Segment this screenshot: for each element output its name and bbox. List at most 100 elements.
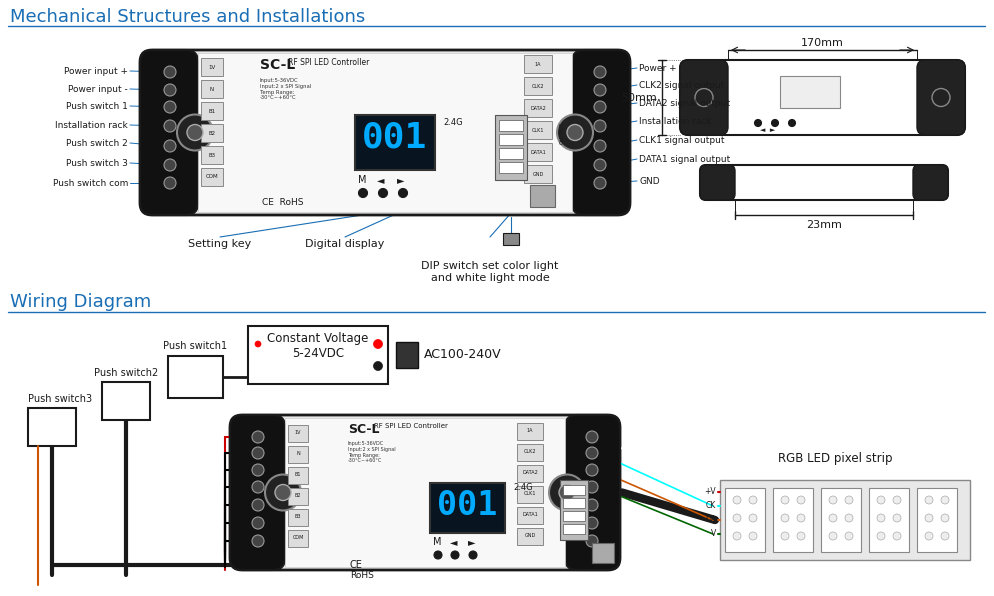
Circle shape [892,496,901,504]
Bar [868,488,909,552]
Text: 2.4G: 2.4G [513,483,532,492]
Circle shape [828,496,836,504]
Circle shape [748,496,756,504]
Circle shape [753,120,760,126]
Text: CLK2: CLK2 [531,83,544,88]
Text: M: M [432,537,441,547]
FancyBboxPatch shape [700,165,735,200]
Circle shape [358,188,367,197]
Bar [201,102,223,120]
Bar [201,80,223,98]
Bar [248,326,388,384]
Circle shape [274,485,290,501]
Text: 1A: 1A [526,429,533,433]
Text: Push switch 2: Push switch 2 [67,138,128,147]
Text: B1: B1 [208,108,216,113]
FancyBboxPatch shape [565,415,619,570]
Circle shape [733,514,741,522]
Circle shape [733,496,741,504]
Text: B1: B1 [294,473,301,477]
Text: B2: B2 [208,131,216,135]
Bar [499,120,523,131]
Text: Setting key: Setting key [188,239,251,249]
Circle shape [796,496,804,504]
Text: +V: +V [704,488,716,496]
Text: 23mm: 23mm [805,220,841,230]
Circle shape [780,532,788,540]
Circle shape [164,159,176,171]
Text: CE  RoHS: CE RoHS [261,198,303,207]
Bar [287,446,308,463]
Text: CLK2 signal output: CLK2 signal output [638,80,724,89]
FancyBboxPatch shape [230,415,284,570]
Bar [396,342,417,368]
Circle shape [844,496,852,504]
Circle shape [787,120,794,126]
Text: COM: COM [206,175,218,179]
Circle shape [828,532,836,540]
Bar [503,233,519,245]
Circle shape [844,532,852,540]
FancyBboxPatch shape [140,50,629,215]
FancyBboxPatch shape [679,60,964,135]
Text: ◄: ◄ [377,175,384,185]
Circle shape [557,114,592,151]
Circle shape [828,514,836,522]
Bar [524,143,552,161]
Circle shape [433,551,441,559]
Circle shape [585,464,597,476]
Circle shape [251,535,263,547]
Bar [28,408,76,446]
Text: 170mm: 170mm [800,38,843,48]
Circle shape [876,532,884,540]
FancyBboxPatch shape [140,50,198,215]
Text: N: N [296,452,299,457]
Bar [720,480,969,560]
Text: CE: CE [350,560,363,570]
Text: 1A: 1A [534,61,541,67]
Bar [499,134,523,145]
Text: Digital display: Digital display [305,239,385,249]
Circle shape [585,481,597,493]
Text: Power +: Power + [638,64,676,73]
Text: B2: B2 [294,493,301,498]
Bar [102,382,150,420]
Bar [916,488,956,552]
Circle shape [251,464,263,476]
Circle shape [585,447,597,459]
Circle shape [780,514,788,522]
Circle shape [559,485,575,501]
Circle shape [251,517,263,529]
Circle shape [164,66,176,78]
Text: N: N [210,86,214,92]
Bar [524,77,552,95]
Text: SC-L: SC-L [348,423,379,436]
Text: CLK1 signal output: CLK1 signal output [638,135,724,144]
Text: 50mm: 50mm [620,92,656,103]
Text: CLK1: CLK1 [523,492,536,496]
Circle shape [892,514,901,522]
FancyBboxPatch shape [916,60,964,135]
Text: Constant Voltage
5-24VDC: Constant Voltage 5-24VDC [267,332,369,360]
FancyBboxPatch shape [572,50,629,215]
Circle shape [593,120,605,132]
Circle shape [549,474,584,511]
Circle shape [373,362,382,371]
Text: AC100-240V: AC100-240V [423,349,501,362]
Bar [201,124,223,142]
Text: Mechanical Structures and Installations: Mechanical Structures and Installations [10,8,365,26]
Bar [499,162,523,173]
Circle shape [251,481,263,493]
Bar [198,53,572,212]
Bar [517,486,543,503]
Text: Installation rack: Installation rack [56,120,128,129]
Circle shape [733,532,741,540]
Circle shape [796,514,804,522]
Text: 2.4G: 2.4G [442,118,462,127]
Bar [517,444,543,461]
Circle shape [593,159,605,171]
Text: Push switch com: Push switch com [53,178,128,188]
Text: Input:5-36VDC
Input:2 x SPI Signal
Temp Range:
-30°C~+60°C: Input:5-36VDC Input:2 x SPI Signal Temp … [259,78,311,100]
Text: RGB LED pixel strip: RGB LED pixel strip [777,452,892,465]
Circle shape [844,514,852,522]
